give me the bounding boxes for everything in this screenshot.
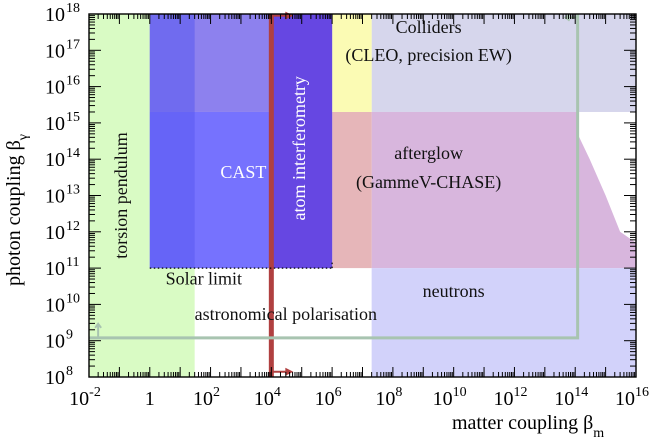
annotation-colliders_2: (CLEO, precision EW) (345, 45, 511, 66)
y-tick-label: 10 (45, 40, 65, 62)
x-tick-label: 102 (193, 385, 220, 410)
y-tick-exponent: 16 (66, 74, 80, 89)
y-tick-exponent: 17 (66, 37, 80, 52)
annotation-neutrons: neutrons (423, 281, 485, 301)
y-tick-label: 10 (45, 113, 65, 135)
y-tick-label: 10 (45, 294, 65, 316)
x-tick-label: 1012 (493, 385, 527, 410)
y-tick-exponent: 8 (66, 364, 73, 379)
x-tick-label: 1 (145, 388, 155, 410)
y-tick-exponent: 13 (66, 183, 80, 198)
y-tick-label: 10 (45, 258, 65, 280)
y-tick-exponent: 10 (66, 291, 80, 306)
x-tick-label: 10-2 (69, 385, 101, 410)
annotation-torsion: torsion pendulum (111, 132, 131, 259)
y-tick-label: 10 (45, 222, 65, 244)
y-tick-label: 10 (45, 186, 65, 208)
y-tick-label: 10 (45, 331, 65, 353)
region-cast-left-band (149, 14, 195, 269)
annotation-astro: astronomical polarisation (195, 304, 377, 324)
astro-polarisation-line (89, 14, 580, 340)
y-tick-exponent: 14 (66, 146, 80, 161)
y-axis-label: photon coupling βγ (3, 134, 31, 286)
x-axis-label: matter coupling βm (452, 412, 604, 441)
x-tick-label: 1016 (615, 385, 649, 410)
y-tick-label: 10 (45, 367, 65, 389)
annotation-colliders_1: Colliders (396, 17, 462, 37)
astro-arrow-left (94, 322, 102, 338)
y-tick-exponent: 15 (66, 110, 80, 125)
y-tick-exponent: 9 (66, 328, 73, 343)
x-tick-label: 108 (375, 385, 402, 410)
region-neutrons (371, 268, 636, 377)
region-colliders (371, 14, 636, 112)
y-tick-label: 10 (45, 4, 65, 26)
y-tick-label: 10 (45, 149, 65, 171)
annotation-atom: atom interferometry (289, 76, 309, 220)
neutron-edge-notch (577, 111, 636, 243)
y-tick-exponent: 11 (66, 255, 79, 270)
chart-regions (89, 14, 636, 377)
y-tick-exponent: 18 (66, 1, 80, 16)
region-atom-interferometry (271, 14, 333, 269)
chart-lines (89, 11, 580, 377)
region-yellow-band (332, 14, 372, 112)
annotation-solar: Solar limit (166, 269, 243, 289)
annotation-cast: CAST (220, 162, 266, 182)
x-tick-label: 104 (254, 385, 281, 410)
region-afterglow-left (332, 111, 372, 269)
x-tick-label: 1010 (433, 385, 467, 410)
y-tick-exponent: 12 (66, 219, 80, 234)
chart-annotations: Colliders (CLEO, precision EW) CAST atom in… (111, 17, 512, 324)
annotation-afterglow_1: afterglow (394, 143, 463, 163)
annotation-afterglow_2: (GammeV-CHASE) (356, 172, 501, 193)
axis-ticks (88, 14, 636, 378)
x-tick-label: 106 (315, 385, 342, 410)
x-tick-label: 1014 (554, 385, 588, 410)
bottom-arrow-head (285, 367, 294, 376)
y-tick-label: 10 (45, 77, 65, 99)
